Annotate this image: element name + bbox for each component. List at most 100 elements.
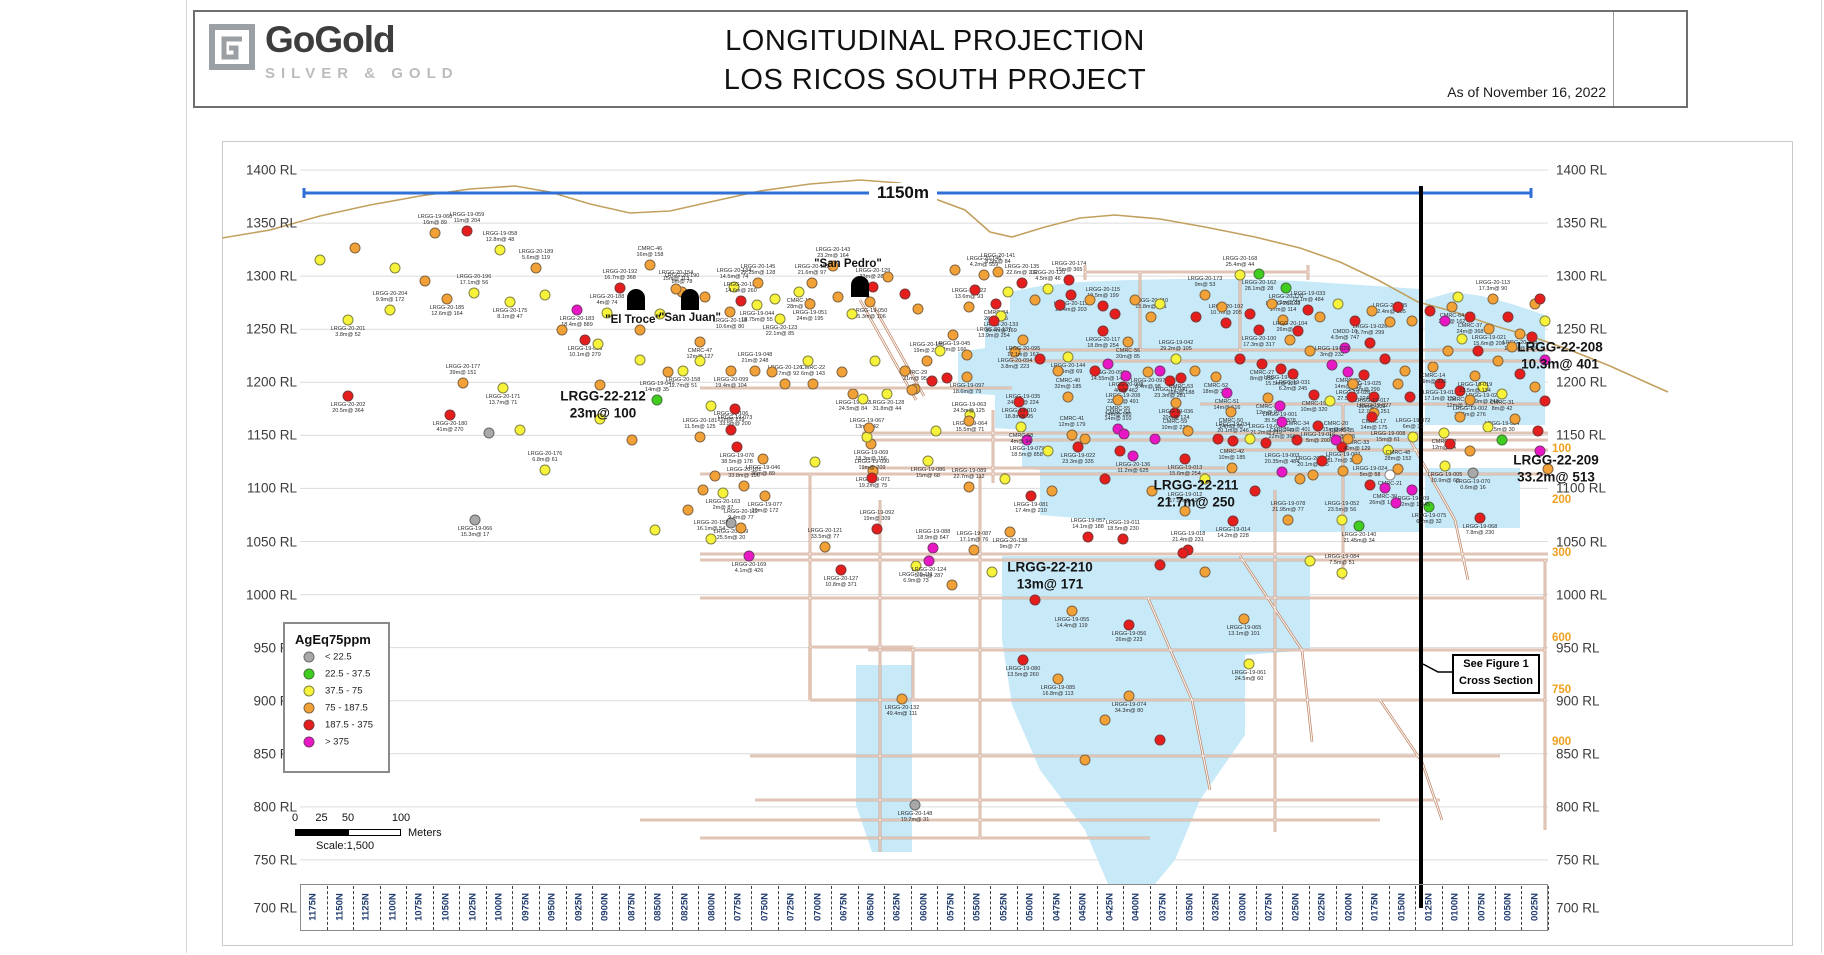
drill-intercept[interactable]: [1337, 465, 1349, 477]
drill-intercept[interactable]: [1282, 514, 1294, 526]
drill-intercept[interactable]: [1534, 293, 1546, 305]
drill-intercept[interactable]: [461, 225, 473, 237]
drill-intercept[interactable]: [1304, 345, 1316, 357]
drill-intercept[interactable]: [1542, 463, 1554, 475]
drill-intercept[interactable]: [1013, 396, 1025, 408]
drill-intercept[interactable]: [978, 269, 990, 281]
drill-intercept[interactable]: [1190, 311, 1202, 323]
drill-intercept[interactable]: [947, 329, 959, 341]
drill-intercept[interactable]: [725, 365, 737, 377]
drill-intercept[interactable]: [530, 262, 542, 274]
drill-intercept[interactable]: [1170, 353, 1182, 365]
drill-intercept[interactable]: [1339, 342, 1351, 354]
drill-intercept[interactable]: [867, 281, 879, 293]
drill-intercept[interactable]: [1292, 325, 1304, 337]
drill-intercept[interactable]: [1442, 345, 1454, 357]
drill-intercept[interactable]: [1423, 501, 1435, 513]
drill-intercept[interactable]: [963, 301, 975, 313]
drill-intercept[interactable]: [592, 338, 604, 350]
drill-intercept[interactable]: [724, 306, 736, 318]
drill-intercept[interactable]: [749, 365, 761, 377]
drill-intercept[interactable]: [1199, 473, 1211, 485]
drill-intercept[interactable]: [1366, 305, 1378, 317]
drill-intercept[interactable]: [1404, 391, 1416, 403]
drill-intercept[interactable]: [836, 366, 848, 378]
drill-intercept[interactable]: [654, 308, 666, 320]
drill-intercept[interactable]: [725, 424, 737, 436]
drill-intercept[interactable]: [1004, 526, 1016, 538]
drill-intercept[interactable]: [1364, 337, 1376, 349]
drill-intercept[interactable]: [1199, 566, 1211, 578]
drill-intercept[interactable]: [1427, 361, 1439, 373]
drill-intercept[interactable]: [1120, 370, 1132, 382]
drill-intercept[interactable]: [1097, 300, 1109, 312]
drill-intercept[interactable]: [735, 522, 747, 534]
drill-intercept[interactable]: [626, 434, 638, 446]
drill-intercept[interactable]: [1179, 505, 1191, 517]
drill-intercept[interactable]: [779, 378, 791, 390]
drill-intercept[interactable]: [1009, 346, 1021, 358]
drill-intercept[interactable]: [1280, 282, 1292, 294]
drill-intercept[interactable]: [483, 427, 495, 439]
drill-intercept[interactable]: [990, 298, 1002, 310]
drill-intercept[interactable]: [1308, 389, 1320, 401]
drill-intercept[interactable]: [1114, 445, 1126, 457]
drill-intercept[interactable]: [1082, 531, 1094, 543]
drill-intercept[interactable]: [1129, 294, 1141, 306]
drill-intercept[interactable]: [314, 254, 326, 266]
drill-intercept[interactable]: [1454, 411, 1466, 423]
drill-intercept[interactable]: [556, 324, 568, 336]
drill-intercept[interactable]: [1514, 368, 1526, 380]
drill-intercept[interactable]: [1392, 378, 1404, 390]
drill-intercept[interactable]: [1212, 433, 1224, 445]
drill-intercept[interactable]: [1514, 328, 1526, 340]
drill-intercept[interactable]: [1216, 301, 1228, 313]
drill-intercept[interactable]: [1379, 482, 1391, 494]
drill-intercept[interactable]: [1390, 497, 1402, 509]
drill-intercept[interactable]: [774, 313, 786, 325]
drill-intercept[interactable]: [912, 303, 924, 315]
drill-intercept[interactable]: [419, 275, 431, 287]
drill-intercept[interactable]: [1492, 355, 1504, 367]
drill-intercept[interactable]: [1454, 385, 1466, 397]
drill-intercept[interactable]: [1330, 434, 1342, 446]
drill-intercept[interactable]: [1175, 372, 1187, 384]
drill-intercept[interactable]: [649, 524, 661, 536]
drill-intercept[interactable]: [1099, 714, 1111, 726]
drill-intercept[interactable]: [1368, 391, 1380, 403]
drill-intercept[interactable]: [759, 490, 771, 502]
drill-intercept[interactable]: [961, 349, 973, 361]
drill-intercept[interactable]: [752, 277, 764, 289]
drill-intercept[interactable]: [1379, 353, 1391, 365]
drill-intercept[interactable]: [705, 533, 717, 545]
drill-intercept[interactable]: [1234, 269, 1246, 281]
drill-intercept[interactable]: [1154, 734, 1166, 746]
drill-intercept[interactable]: [1063, 274, 1075, 286]
drill-intercept[interactable]: [1079, 754, 1091, 766]
drill-intercept[interactable]: [793, 286, 805, 298]
drill-intercept[interactable]: [869, 355, 881, 367]
drill-intercept[interactable]: [846, 308, 858, 320]
drill-intercept[interactable]: [1127, 450, 1139, 462]
drill-intercept[interactable]: [1097, 325, 1109, 337]
drill-intercept[interactable]: [1346, 391, 1358, 403]
drill-intercept[interactable]: [1123, 690, 1135, 702]
drill-intercept[interactable]: [802, 355, 814, 367]
drill-intercept[interactable]: [1046, 485, 1058, 497]
drill-intercept[interactable]: [514, 424, 526, 436]
drill-intercept[interactable]: [677, 365, 689, 377]
drill-intercept[interactable]: [468, 287, 480, 299]
drill-intercept[interactable]: [1307, 469, 1319, 481]
drill-intercept[interactable]: [1238, 613, 1250, 625]
drill-intercept[interactable]: [1234, 353, 1246, 365]
drill-intercept[interactable]: [1072, 441, 1084, 453]
drill-intercept[interactable]: [705, 400, 717, 412]
drill-intercept[interactable]: [1467, 467, 1479, 479]
drill-intercept[interactable]: [1342, 366, 1354, 378]
drill-intercept[interactable]: [946, 579, 958, 591]
drill-intercept[interactable]: [1146, 485, 1158, 497]
drill-intercept[interactable]: [1316, 455, 1328, 467]
drill-intercept[interactable]: [1052, 365, 1064, 377]
drill-intercept[interactable]: [1015, 421, 1027, 433]
drill-intercept[interactable]: [969, 284, 981, 296]
